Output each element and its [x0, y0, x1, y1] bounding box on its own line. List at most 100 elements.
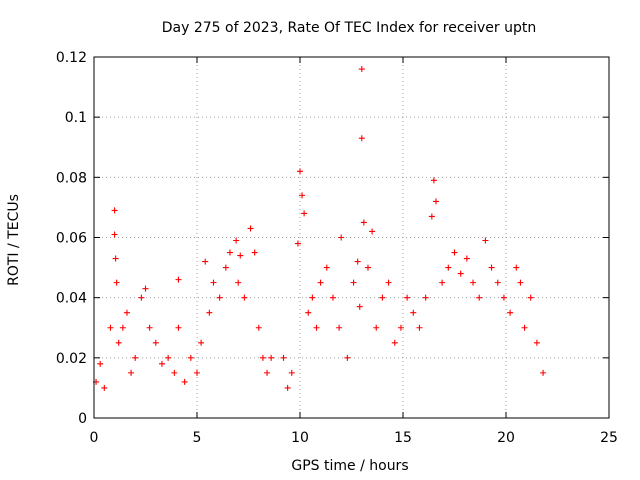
data-point — [152, 339, 159, 346]
data-point — [482, 237, 489, 244]
data-point — [494, 279, 501, 286]
data-point — [288, 369, 295, 376]
data-point — [142, 285, 149, 292]
data-point — [309, 294, 316, 301]
data-point — [313, 324, 320, 331]
data-point — [97, 360, 104, 367]
data-point — [301, 210, 308, 217]
data-point — [165, 354, 172, 361]
data-point — [329, 294, 336, 301]
y-tick-label: 0.06 — [56, 231, 87, 247]
data-point — [226, 249, 233, 256]
data-point — [457, 270, 464, 277]
data-point — [299, 192, 306, 199]
data-point — [101, 384, 108, 391]
data-point — [237, 252, 244, 259]
data-point — [422, 294, 429, 301]
x-tick-label: 0 — [90, 430, 99, 446]
data-point — [206, 309, 213, 316]
data-point — [350, 279, 357, 286]
data-point — [187, 354, 194, 361]
data-points — [93, 66, 547, 391]
data-point — [354, 258, 361, 265]
data-point — [305, 309, 312, 316]
data-point — [132, 354, 139, 361]
data-point — [171, 369, 178, 376]
data-point — [268, 354, 275, 361]
data-point — [410, 309, 417, 316]
y-tick-label: 0.12 — [56, 50, 87, 66]
data-point — [198, 339, 205, 346]
data-point — [111, 207, 118, 214]
y-tick-label: 0.08 — [56, 170, 87, 186]
data-point — [216, 294, 223, 301]
data-point — [416, 324, 423, 331]
data-point — [107, 324, 114, 331]
x-tick-label: 10 — [291, 430, 309, 446]
data-point — [175, 324, 182, 331]
data-point — [470, 279, 477, 286]
data-point — [517, 279, 524, 286]
x-tick-label: 25 — [600, 430, 618, 446]
grid-lines — [94, 57, 609, 418]
x-tick-label: 5 — [193, 430, 202, 446]
data-point — [255, 324, 262, 331]
x-axis-label: GPS time / hours — [291, 458, 408, 474]
data-point — [128, 369, 135, 376]
data-point — [247, 225, 254, 232]
plot-frame — [93, 56, 610, 419]
data-point — [113, 279, 120, 286]
data-point — [111, 231, 118, 238]
data-point — [336, 324, 343, 331]
data-point — [364, 264, 371, 271]
data-point — [241, 294, 248, 301]
data-point — [264, 369, 271, 376]
y-tick-label: 0.04 — [56, 291, 87, 307]
data-point — [280, 354, 287, 361]
data-point — [521, 324, 528, 331]
data-point — [115, 339, 122, 346]
data-point — [430, 177, 437, 184]
chart-title: Day 275 of 2023, Rate Of TEC Index for r… — [162, 20, 537, 36]
data-point — [513, 264, 520, 271]
data-point — [235, 279, 242, 286]
data-point — [428, 213, 435, 220]
data-point — [451, 249, 458, 256]
data-point — [112, 255, 119, 262]
data-point — [463, 255, 470, 262]
x-tick-label: 20 — [497, 430, 515, 446]
data-point — [391, 339, 398, 346]
data-point — [181, 378, 188, 385]
y-axis-label: ROTI / TECUs — [6, 194, 22, 286]
data-point — [317, 279, 324, 286]
data-point — [507, 309, 514, 316]
data-point — [294, 240, 301, 247]
y-tick-label: 0.02 — [56, 351, 87, 367]
y-tick-label: 0 — [78, 411, 87, 427]
data-point — [284, 384, 291, 391]
data-point — [119, 324, 126, 331]
data-point — [527, 294, 534, 301]
data-point — [385, 279, 392, 286]
data-point — [404, 294, 411, 301]
data-point — [356, 303, 363, 310]
data-point — [500, 294, 507, 301]
data-point — [358, 135, 365, 142]
data-point — [338, 234, 345, 241]
data-point — [175, 276, 182, 283]
data-point — [488, 264, 495, 271]
data-point — [369, 228, 376, 235]
data-point — [379, 294, 386, 301]
data-point — [540, 369, 547, 376]
data-point — [397, 324, 404, 331]
data-point — [210, 279, 217, 286]
data-point — [344, 354, 351, 361]
y-tick-label: 0.1 — [65, 110, 87, 126]
data-point — [158, 360, 165, 367]
data-point — [259, 354, 266, 361]
data-point — [360, 219, 367, 226]
data-point — [533, 339, 540, 346]
data-point — [233, 237, 240, 244]
data-point — [373, 324, 380, 331]
